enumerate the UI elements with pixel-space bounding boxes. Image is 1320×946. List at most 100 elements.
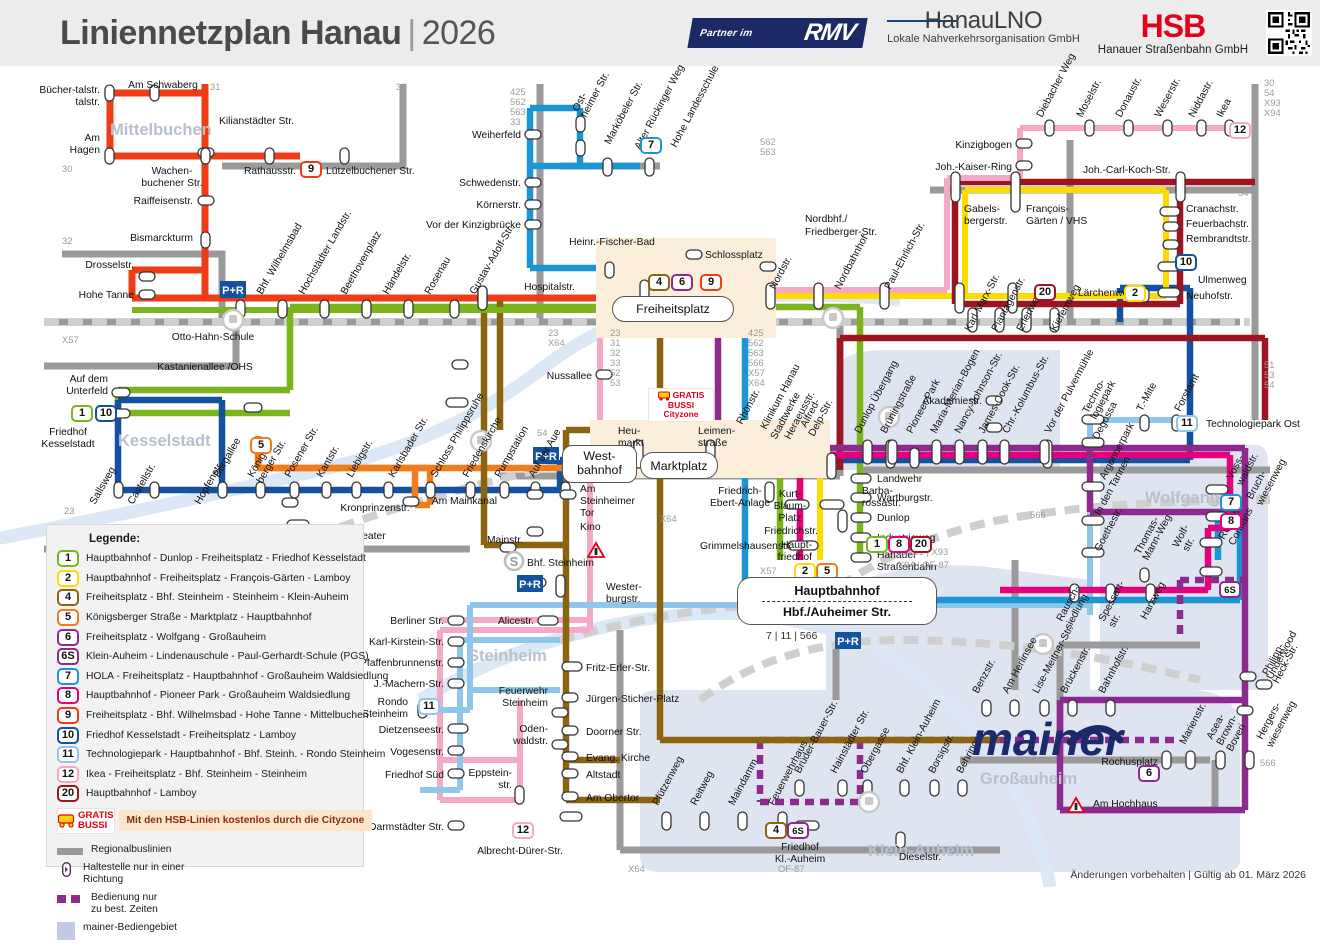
line-badge-10-kesselstadt[interactable]: 10	[95, 405, 117, 422]
line-badge-9-freiheitsplatz[interactable]: 9	[700, 274, 722, 291]
legend-line-badge-8[interactable]: 8	[57, 687, 79, 705]
line-badge-7[interactable]: 7	[640, 137, 662, 154]
line-badge-10[interactable]: 10	[1175, 254, 1197, 271]
stop-label: Bhf. Steinheim	[527, 558, 594, 569]
line-badge-8-wolfgang[interactable]: 8	[1220, 513, 1242, 530]
line-badge-12[interactable]: 12	[1229, 122, 1251, 139]
legend-line-badge-9[interactable]: 9	[57, 707, 79, 725]
legend-line-row[interactable]: 9 Freiheitsplatz - Bhf. Wilhelmsbad - Hoh…	[47, 706, 369, 726]
legend-line-row[interactable]: 12 Ikea - Freiheitsplatz - Bhf. Steinheim…	[47, 765, 363, 785]
hub-freiheitsplatz[interactable]: Freiheitsplatz	[612, 296, 734, 322]
line-badge-6s-wolfgang[interactable]: 6S	[1219, 581, 1241, 598]
line-badge-1-hbf[interactable]: 1	[866, 536, 888, 553]
line-badge-4-ka[interactable]: 4	[765, 822, 787, 839]
svg-text:X57: X57	[760, 565, 777, 576]
stop-label: Wartburgstr.	[877, 493, 933, 504]
svg-text:X64: X64	[748, 377, 765, 388]
legend-line-badge-7[interactable]: 7	[57, 667, 79, 685]
legend-line-badge-6s[interactable]: 6S	[57, 648, 79, 666]
legend-line-badge-5[interactable]: 5	[57, 609, 79, 627]
line-badge-20-hbf[interactable]: 20	[910, 536, 932, 553]
svg-text:Steinheim: Steinheim	[502, 698, 548, 709]
svg-text:33: 33	[510, 116, 520, 127]
stop-label: Dieselstr.	[899, 852, 941, 863]
svg-text:562: 562	[748, 337, 764, 348]
line-badge-6s-ka[interactable]: 6S	[787, 822, 809, 839]
svg-text:Hagen: Hagen	[70, 145, 101, 156]
legend-line-badge-12[interactable]: 12	[57, 765, 79, 783]
svg-text:562: 562	[760, 136, 776, 147]
legend-line-row[interactable]: 8 Hauptbahnhof - Pioneer Park - Großauhei…	[47, 686, 363, 706]
line-badge-8-hbf[interactable]: 8	[888, 536, 910, 553]
legend-line-row[interactable]: 20 Hauptbahnhof - Lamboy	[47, 784, 363, 804]
svg-text:X57: X57	[62, 334, 79, 345]
line-badge-5-hbf[interactable]: 5	[816, 563, 838, 580]
hub-westbahnhof[interactable]: West- bahnhof	[562, 445, 637, 483]
stop-label: Grimmelshausenstr.	[700, 541, 792, 552]
lno-subtitle: Lokale Nahverkehrsorganisation GmbH	[887, 33, 1080, 46]
svg-text:X94 | OF-87: X94 | OF-87	[898, 559, 949, 570]
hub-hauptbahnhof[interactable]: Hauptbahnhof Hbf./Auheimer Str.	[737, 577, 937, 625]
stop-label: Cranachstr.	[1186, 204, 1239, 215]
svg-text:563: 563	[510, 106, 526, 117]
legend-line-row[interactable]: 5 Königsberger Straße - Marktplatz - Haup…	[47, 608, 363, 628]
line-badge-5[interactable]: 5	[250, 437, 272, 454]
line-badge-6[interactable]: 6	[671, 274, 693, 291]
stop-label: Altstadt	[586, 770, 620, 781]
legend-line-row[interactable]: 1 Hauptbahnhof - Dunlop - Freiheitsplatz …	[47, 549, 366, 569]
legend-line-row[interactable]: 10 Friedhof Kesselstadt - Freiheitsplatz …	[47, 725, 363, 745]
svg-text:563: 563	[760, 146, 776, 157]
svg-text:566: 566	[748, 357, 764, 368]
legend-line-row[interactable]: 6 Freiheitsplatz - Wolfgang - Großauheim	[47, 627, 363, 647]
svg-text:32: 32	[62, 235, 72, 246]
svg-text:Steinheim: Steinheim	[362, 709, 408, 720]
legend-line-row[interactable]: 7 HOLA - Freiheitsplatz - Hauptbahnhof - …	[47, 667, 388, 687]
line-badge-1[interactable]: 1	[71, 405, 93, 422]
bus-icon	[657, 391, 670, 401]
stop-label: Landwehr	[877, 474, 923, 485]
legend-key-mainer: mainer-Bediengebiet	[57, 921, 215, 940]
line-badge-2[interactable]: 2	[1124, 285, 1146, 302]
line-badge-11-tp[interactable]: 11	[1176, 415, 1198, 432]
legend-line-row[interactable]: 11 Technologiepark - Hauptbahnhof - Bhf. …	[47, 745, 385, 765]
area-label: Mittelbuchen	[110, 121, 212, 139]
line-badge-20[interactable]: 20	[1034, 284, 1056, 301]
svg-text:S: S	[510, 554, 519, 569]
stop-label: Ulmenweg	[1198, 275, 1247, 286]
legend-line-badge-4[interactable]: 4	[57, 589, 79, 607]
line-badge-12-steinheim[interactable]: 12	[512, 822, 534, 839]
hbf-line-list: 7 | 11 | 566	[766, 630, 818, 642]
stop-label: Am Obertor	[586, 793, 640, 804]
stop-label: Dunlop	[877, 513, 910, 524]
area-label: Steinheim	[468, 647, 547, 665]
hub-label-2: bahnhof	[577, 463, 622, 477]
line-badge-6-rochusplatz[interactable]: 6	[1138, 765, 1160, 782]
legend-line-badge-6[interactable]: 6	[57, 628, 79, 646]
legend-line-badge-1[interactable]: 1	[57, 550, 79, 568]
legend-line-badge-10[interactable]: 10	[57, 726, 79, 744]
area-label: Klein-Auheim	[868, 842, 974, 860]
header-logos: Partner im RMV HanauLNO Lokale Nahverkeh…	[687, 8, 1312, 57]
stop-label: Drosselstr.	[85, 260, 134, 271]
line-badge-11-rondo[interactable]: 11	[418, 698, 440, 715]
legend-line-row[interactable]: 6S Klein-Auheim - Lindenauschule - Paul-G…	[47, 647, 369, 667]
stop-label: Heinr.-Fischer-Bad	[569, 237, 655, 248]
svg-text:Kesselstadt: Kesselstadt	[41, 439, 94, 450]
hub-marktplatz[interactable]: Marktplatz	[640, 452, 718, 479]
legend-line-row[interactable]: 4 Freiheitsplatz - Bhf. Steinheim - Stein…	[47, 588, 363, 608]
legend-line-badge-2[interactable]: 2	[57, 569, 79, 587]
area-label: Kesselstadt	[118, 432, 211, 450]
hanaulno-logo: HanauLNO Lokale Nahverkehrsorganisation …	[887, 8, 1080, 46]
legend-line-description: Ikea - Freiheitsplatz - Bhf. Steinheim -…	[86, 768, 307, 780]
legend-line-description: Hauptbahnhof - Freiheitsplatz - François…	[86, 572, 351, 584]
line-badge-9[interactable]: 9	[300, 161, 322, 178]
line-badge-7-wolfgang[interactable]: 7	[1220, 494, 1242, 511]
svg-text:54: 54	[537, 427, 547, 438]
legend-line-row[interactable]: 2 Hauptbahnhof - Freiheitsplatz - Françoi…	[47, 569, 363, 589]
stop-label: Evang. Kirche	[586, 753, 650, 764]
legend-line-badge-11[interactable]: 11	[57, 746, 79, 764]
stop-label: J.-Machern-Str.	[374, 679, 444, 690]
legend-line-badge-20[interactable]: 20	[57, 785, 79, 803]
legend-line-description: HOLA - Freiheitsplatz - Hauptbahnhof - G…	[86, 670, 389, 682]
line-badge-4[interactable]: 4	[648, 274, 670, 291]
